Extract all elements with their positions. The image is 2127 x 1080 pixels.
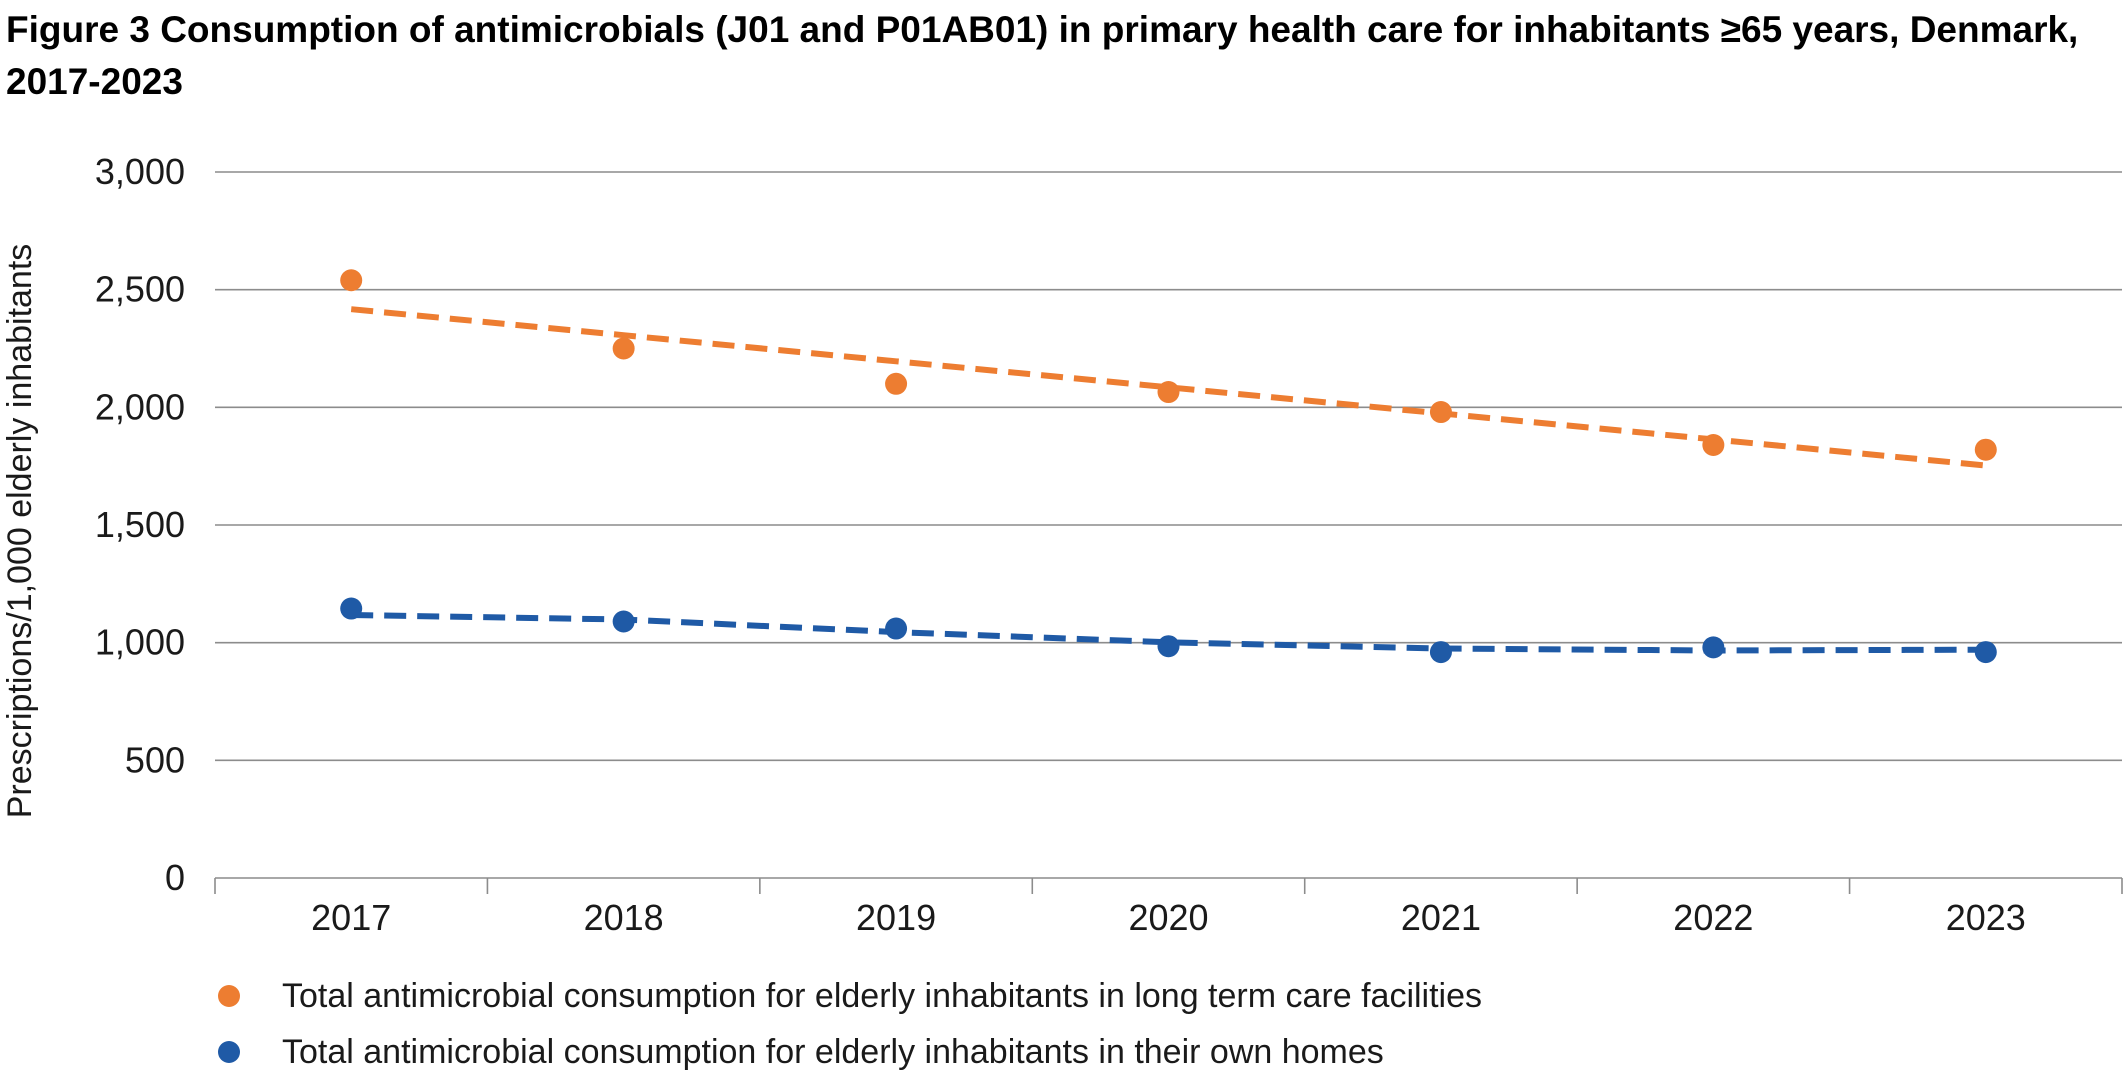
y-tick-label: 2,500 <box>95 269 185 310</box>
data-point-series-1 <box>885 372 908 395</box>
gridlines <box>215 171 2122 762</box>
y-tick-label: 2,000 <box>95 386 185 427</box>
data-point-series-1 <box>1702 433 1725 456</box>
data-point-series-2 <box>1157 635 1180 658</box>
data-point-series-1 <box>612 337 635 360</box>
legend-item-long-term-care: Total antimicrobial consumption for elde… <box>218 968 1482 1024</box>
y-axis-title: Prescriptions/1,000 elderly inhabitants <box>1 244 39 819</box>
data-point-series-2 <box>340 597 363 620</box>
figure-title: Figure 3 Consumption of antimicrobials (… <box>6 9 2079 102</box>
data-point-series-1 <box>340 269 363 292</box>
y-tick-label: 1,000 <box>95 622 185 663</box>
x-tick-label: 2017 <box>311 897 391 938</box>
x-tick-label: 2022 <box>1673 897 1753 938</box>
y-tick-label: 1,500 <box>95 504 185 545</box>
x-axis: 2017 2018 2019 2020 2021 2022 2023 <box>214 877 2123 938</box>
y-tick-label: 0 <box>165 857 185 898</box>
x-tick-label: 2023 <box>1946 897 2026 938</box>
legend-item-own-homes: Total antimicrobial consumption for elde… <box>218 1024 1482 1080</box>
data-point-series-2 <box>885 617 908 640</box>
legend-label-own-homes: Total antimicrobial consumption for elde… <box>282 1032 1384 1071</box>
data-point-series-1 <box>1429 401 1452 424</box>
y-tick-label: 3,000 <box>95 151 185 192</box>
trendlines <box>350 306 1987 654</box>
legend: Total antimicrobial consumption for elde… <box>218 968 1482 1080</box>
x-tick-label: 2020 <box>1128 897 1208 938</box>
y-axis-ticks: 0 500 1,000 1,500 2,000 2,500 3,000 <box>95 151 185 898</box>
data-point-series-2 <box>612 610 635 633</box>
y-tick-label: 500 <box>125 739 185 780</box>
data-point-series-1 <box>1157 381 1180 404</box>
x-tick-label: 2018 <box>584 897 664 938</box>
data-point-series-2 <box>1702 636 1725 659</box>
data-point-series-2 <box>1974 641 1997 664</box>
x-tick-label: 2019 <box>856 897 936 938</box>
data-point-series-1 <box>1974 438 1997 461</box>
legend-marker-long-term-care <box>218 985 240 1007</box>
legend-marker-own-homes <box>218 1041 240 1063</box>
data-point-series-2 <box>1429 641 1452 664</box>
x-tick-label: 2021 <box>1401 897 1481 938</box>
data-points <box>340 269 1997 664</box>
legend-label-long-term-care: Total antimicrobial consumption for elde… <box>282 976 1483 1015</box>
